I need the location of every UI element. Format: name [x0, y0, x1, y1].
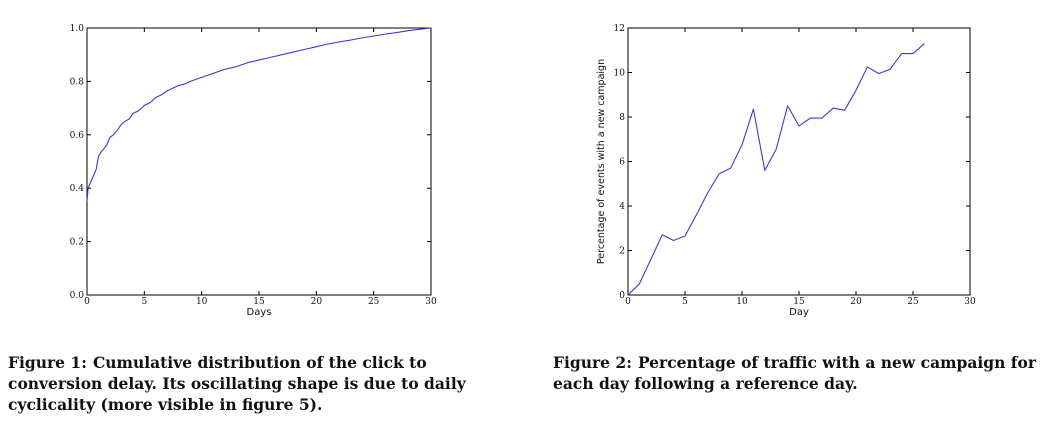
figure-2-label: Figure 2:: [553, 353, 632, 372]
x-tick-label: 20: [311, 297, 323, 307]
figure-1: 0 5 10 15 20 25 30 0.0 0.2 0.4 0.6 0.8 1.0 Days Figur…: [8, 24, 513, 415]
x-tick-label: 15: [793, 297, 805, 307]
x-tick-label: 10: [196, 297, 208, 307]
y-tick-label: 2: [619, 247, 625, 257]
figure-2-caption-text: Percentage of traffic with a new campaig…: [553, 353, 1036, 393]
y-tick-label: 4: [619, 202, 625, 212]
x-tick-label: 30: [964, 297, 976, 307]
figure-1-caption: Figure 1: Cumulative distribution of the …: [8, 352, 513, 415]
y-axis-label: Percentage of events with a new campaign: [596, 59, 607, 264]
x-tick-label: 5: [682, 297, 688, 307]
y-tick-label: 0.6: [70, 131, 85, 141]
figure-2-caption: Figure 2: Percentage of traffic with a ne…: [553, 352, 1046, 394]
x-axis-label: Day: [789, 307, 809, 318]
y-tick-label: 6: [619, 158, 625, 168]
y-tick-label: 1.0: [70, 24, 85, 34]
figure-2: 0 5 10 15 20 25 30 0 2 4 6 8 10 12 Day Percentage of ev…: [523, 0, 1046, 423]
y-tick-label: 0.0: [70, 291, 85, 301]
series-line: [627, 43, 925, 296]
x-tick-label: 0: [84, 297, 90, 307]
y-tick-label: 0.4: [70, 184, 85, 194]
campaign-chart: 0 5 10 15 20 25 30 0 2 4 6 8 10 12 Day Percentage of ev…: [596, 24, 976, 318]
series-line: [86, 27, 432, 202]
cdf-chart: 0 5 10 15 20 25 30 0.0 0.2 0.4 0.6 0.8 1.0 Days: [70, 24, 437, 318]
x-axis-label: Days: [247, 307, 272, 318]
x-tick-label: 10: [736, 297, 748, 307]
y-tick-label: 0.8: [70, 77, 85, 87]
y-tick-label: 0.2: [70, 238, 84, 248]
y-tick-label: 10: [614, 69, 626, 79]
x-tick-label: 20: [850, 297, 862, 307]
x-tick-label: 0: [625, 297, 631, 307]
y-tick-label: 12: [614, 24, 625, 34]
x-tick-label: 5: [141, 297, 147, 307]
figure-1-caption-text: Cumulative distribution of the click to …: [8, 353, 466, 414]
y-tick-label: 8: [619, 113, 625, 123]
y-tick-label: 0: [619, 291, 625, 301]
x-tick-label: 30: [425, 297, 437, 307]
x-tick-label: 25: [907, 297, 919, 307]
x-tick-label: 25: [368, 297, 380, 307]
figure-1-label: Figure 1:: [8, 353, 87, 372]
plot-frame: [86, 27, 432, 296]
plot-frame: [627, 27, 971, 296]
x-tick-label: 15: [253, 297, 265, 307]
